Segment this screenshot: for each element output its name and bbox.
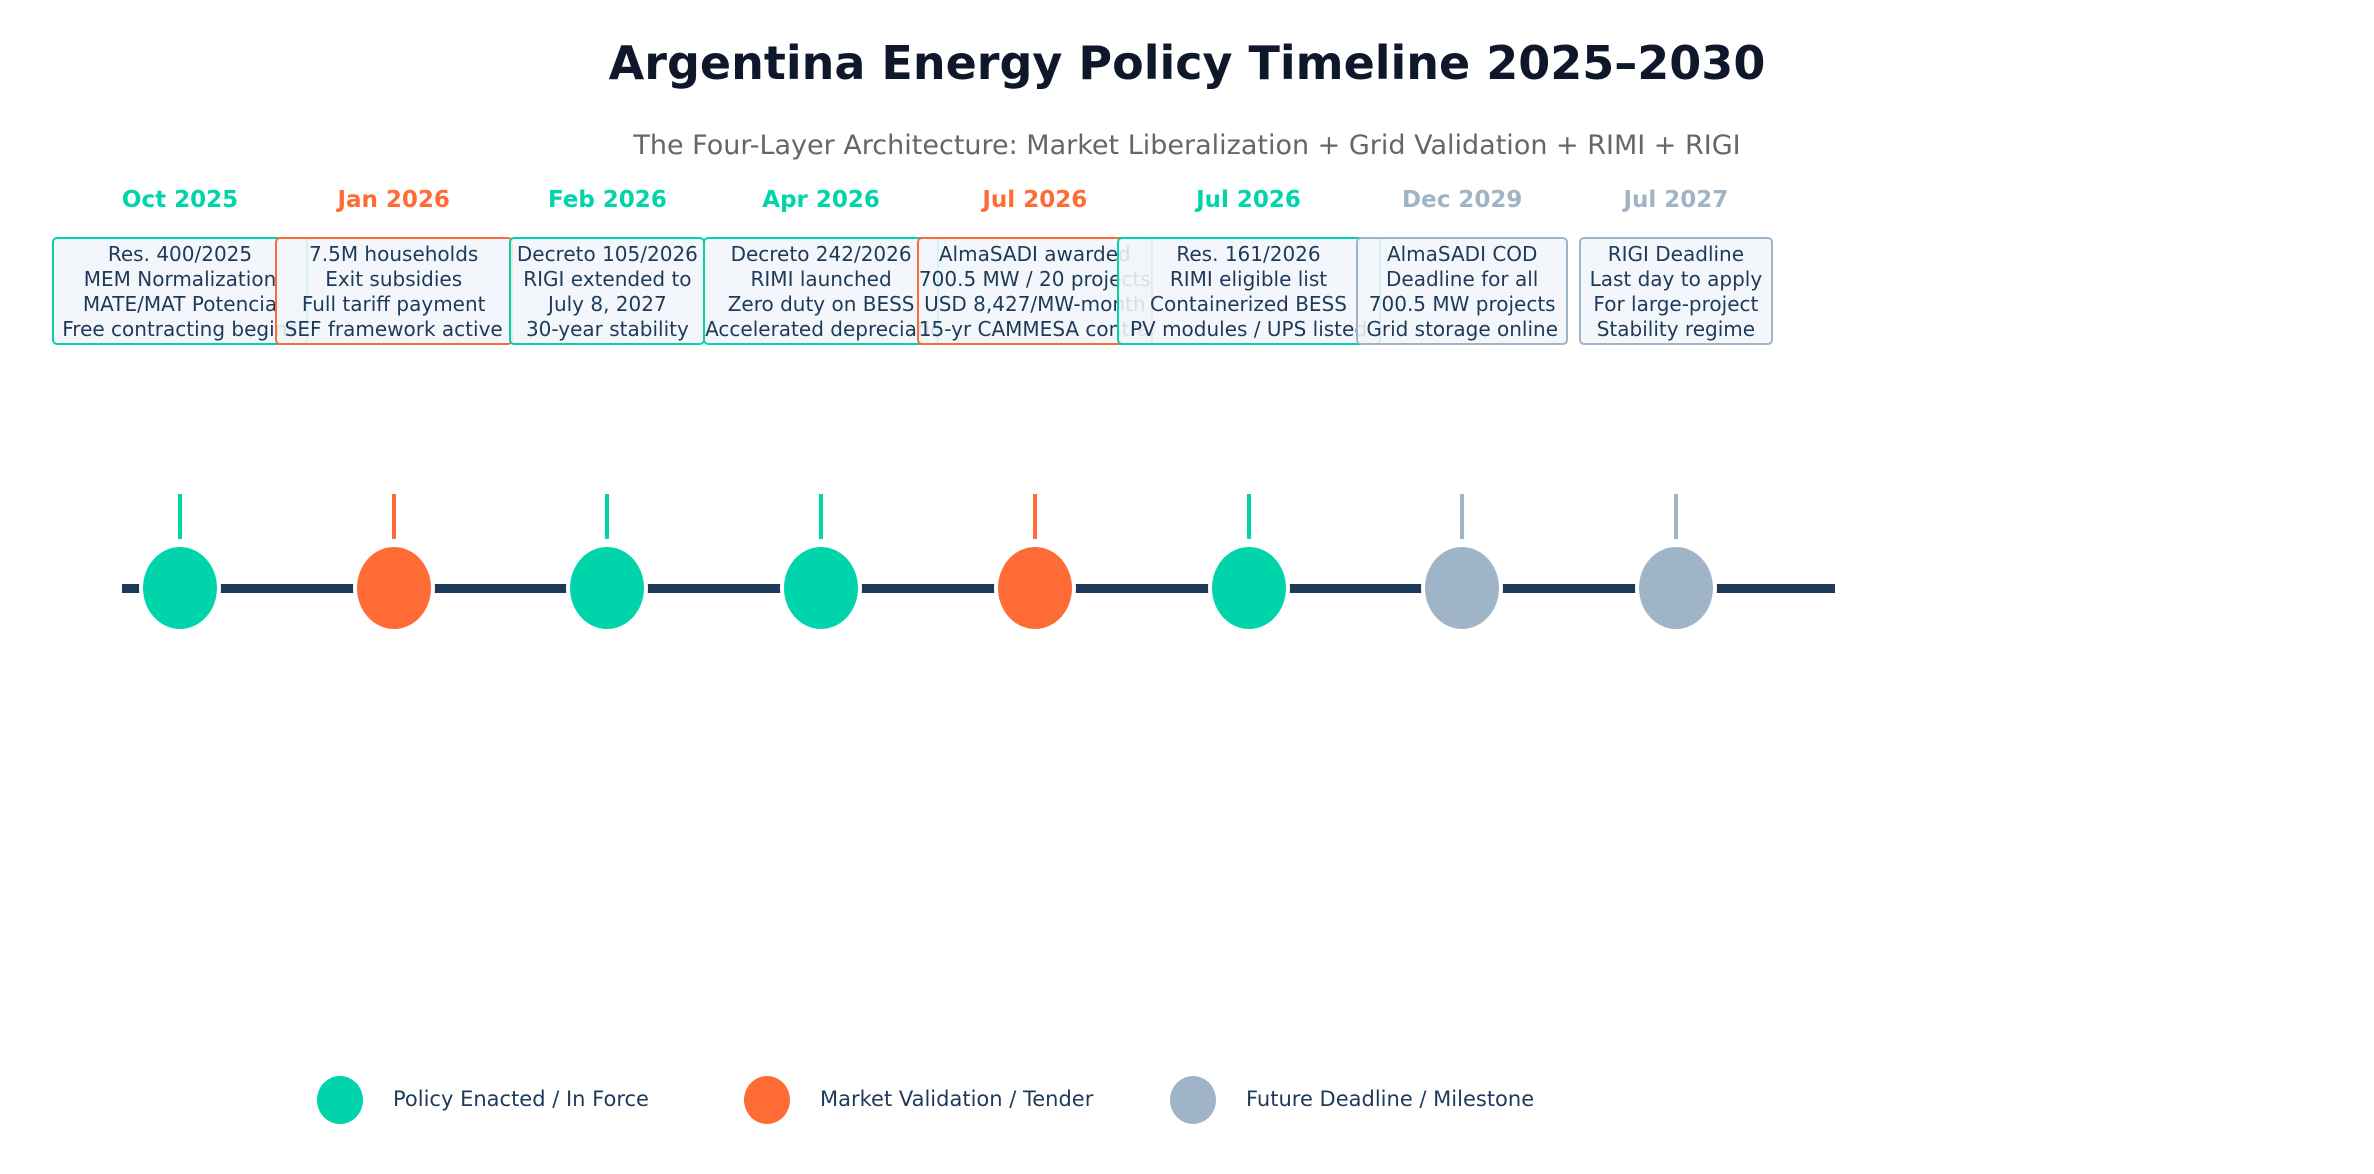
event-card: RIGI Deadline Last day to apply For large-… — [1578, 237, 1773, 345]
event-stem — [605, 494, 610, 539]
event-marker-enacted — [566, 543, 649, 633]
event-card: 7.5M households Exit subsidies Full tariff… — [274, 237, 513, 345]
event-card-line: Decreto 242/2026 — [730, 242, 912, 266]
legend-swatch — [1170, 1076, 1216, 1124]
event-card-line: SEF framework active — [284, 317, 503, 341]
event-card-line: RIGI Deadline — [1607, 242, 1745, 266]
event-card-line: 700.5 MW projects — [1368, 292, 1556, 316]
legend-label: Future Deadline / Milestone — [1246, 1087, 1535, 1111]
event-stem — [819, 494, 824, 539]
event-card-line: Last day to apply — [1589, 267, 1763, 291]
event-card-line: Containerized BESS — [1150, 292, 1347, 316]
event-date: Jul 2027 — [1623, 187, 1729, 213]
event-stem — [1673, 494, 1678, 539]
legend-label: Market Validation / Tender — [820, 1087, 1094, 1111]
event-marker-validation — [993, 543, 1076, 633]
event-date: Oct 2025 — [121, 187, 239, 213]
event-stem — [1460, 494, 1465, 539]
event-date: Apr 2026 — [762, 187, 880, 213]
page-subtitle: The Four-Layer Architecture: Market Libe… — [633, 130, 1741, 161]
event-card: Decreto 242/2026 RIMI launched Zero duty o… — [703, 237, 940, 345]
event-card: Res. 400/2025 MEM Normalization MATE/MAT P… — [52, 237, 308, 345]
event-card-line: AlmaSADI COD — [1386, 242, 1538, 266]
event-card-line: Stability regime — [1596, 317, 1756, 341]
event-card-line: For large-project — [1593, 292, 1759, 316]
event-card-line: PV modules / UPS listed — [1129, 317, 1368, 341]
event-card-line: 700.5 MW / 20 projects — [918, 267, 1151, 291]
event-card: AlmaSADI awarded 700.5 MW / 20 projects US… — [916, 237, 1153, 345]
event-card-line: MEM Normalization — [83, 267, 277, 291]
event-date: Dec 2029 — [1402, 187, 1523, 213]
event-stem — [1032, 494, 1037, 539]
event-card-line: AlmaSADI awarded — [938, 242, 1131, 266]
event-date: Jul 2026 — [982, 187, 1088, 213]
legend-swatch — [744, 1076, 790, 1124]
event-marker-future — [1634, 543, 1717, 633]
event-card-line: Res. 161/2026 — [1176, 242, 1321, 266]
event-card: Decreto 105/2026 RIGI extended to July 8, … — [509, 237, 706, 345]
event-date: Feb 2026 — [547, 187, 667, 213]
event-date: Jul 2026 — [1196, 187, 1301, 213]
event-card-line: RIMI eligible list — [1169, 267, 1328, 291]
event-marker-future — [1421, 543, 1504, 633]
event-card: Res. 161/2026 RIMI eligible list Container… — [1116, 237, 1381, 345]
event-card-line: July 8, 2027 — [548, 292, 667, 316]
legend-swatch — [317, 1076, 363, 1124]
event-marker-enacted — [780, 543, 863, 633]
page-title: Argentina Energy Policy Timeline 2025–20… — [608, 36, 1766, 90]
event-marker-enacted — [1207, 543, 1290, 633]
timeline-axis — [122, 584, 1835, 593]
event-card-line: 15-yr CAMMESA contracts — [918, 317, 1151, 341]
event-stem — [1246, 494, 1251, 539]
event-card-line: RIMI launched — [750, 267, 892, 291]
event-date: Jan 2026 — [337, 187, 450, 213]
event-marker-validation — [352, 543, 435, 633]
event-card-line: 7.5M households — [309, 242, 479, 266]
event-card-line: Res. 400/2025 — [107, 242, 253, 266]
event-card-line: Free contracting begins — [62, 317, 298, 341]
event-stem — [178, 494, 182, 539]
event-card-line: Decreto 105/2026 — [516, 242, 698, 266]
event-stem — [391, 494, 396, 539]
event-card-line: Exit subsidies — [325, 267, 463, 291]
event-card-line: MATE/MAT Potencia — [82, 292, 278, 316]
event-card-line: Full tariff payment — [301, 292, 486, 316]
event-marker-enacted — [139, 543, 221, 633]
event-card-line: Grid storage online — [1366, 317, 1559, 341]
event-card-line: RIGI extended to — [523, 267, 692, 291]
event-card-line: 30-year stability — [525, 317, 689, 341]
event-card: AlmaSADI COD Deadline for all 700.5 MW pro… — [1356, 237, 1569, 345]
event-card-line: Accelerated depreciation — [705, 317, 940, 341]
event-card-line: Deadline for all — [1386, 267, 1539, 291]
legend-label: Policy Enacted / In Force — [393, 1087, 649, 1111]
event-card-line: USD 8,427/MW-month — [924, 292, 1146, 316]
event-card-line: Zero duty on BESS — [727, 292, 915, 316]
